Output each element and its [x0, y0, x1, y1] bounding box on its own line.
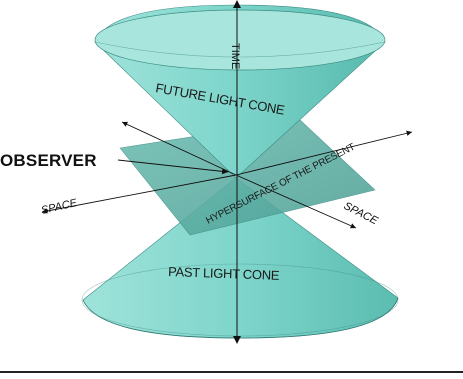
space-right-label: SPACE: [342, 200, 381, 228]
observer-label: OBSERVER: [0, 151, 97, 170]
time-label: TIME: [229, 43, 241, 69]
observer-pointer: [117, 159, 229, 175]
future-light-cone: [94, 4, 386, 179]
past-cone-label: PAST LIGHT CONE: [168, 264, 280, 283]
time-axis: [233, 0, 241, 344]
space-left-label: SPACE: [40, 197, 79, 217]
space-axes: [41, 121, 413, 229]
